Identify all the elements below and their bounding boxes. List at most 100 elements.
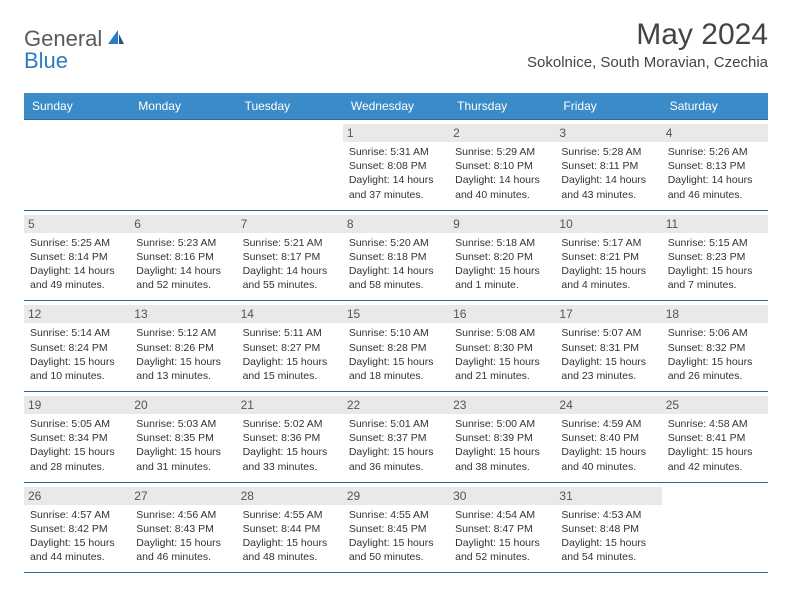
day-number: 8 bbox=[343, 215, 449, 233]
day-number: 20 bbox=[130, 396, 236, 414]
calendar-cell: 8 Sunrise: 5:20 AMSunset: 8:18 PMDaylight… bbox=[343, 210, 449, 301]
calendar-cell: 12 Sunrise: 5:14 AMSunset: 8:24 PMDayligh… bbox=[24, 301, 130, 392]
weekday-friday: Friday bbox=[555, 93, 661, 120]
calendar-cell: 9Sunrise: 5:18 AMSunset: 8:20 PMDaylight… bbox=[449, 210, 555, 301]
day-data: Sunrise: 5:00 AMSunset: 8:39 PMDaylight:… bbox=[455, 417, 549, 474]
day-data: Sunrise: 5:03 AMSunset: 8:35 PMDaylight:… bbox=[136, 417, 230, 474]
calendar-cell: 22 Sunrise: 5:01 AMSunset: 8:37 PMDayligh… bbox=[343, 392, 449, 483]
day-data: Sunrise: 5:08 AMSunset: 8:30 PMDaylight:… bbox=[455, 326, 549, 383]
calendar-row: 5Sunrise: 5:25 AMSunset: 8:14 PMDaylight… bbox=[24, 210, 768, 301]
day-data: Sunrise: 4:53 AMSunset: 8:48 PMDaylight:… bbox=[561, 508, 655, 565]
day-data: Sunrise: 5:17 AMSunset: 8:21 PMDaylight:… bbox=[561, 236, 655, 293]
calendar-cell: 11 Sunrise: 5:15 AMSunset: 8:23 PMDayligh… bbox=[662, 210, 768, 301]
calendar-cell: 30Sunrise: 4:54 AMSunset: 8:47 PMDayligh… bbox=[449, 482, 555, 573]
calendar-cell: 31 Sunrise: 4:53 AMSunset: 8:48 PMDayligh… bbox=[555, 482, 661, 573]
day-number: 18 bbox=[662, 305, 768, 323]
day-number: 19 bbox=[24, 396, 130, 414]
day-data: Sunrise: 4:58 AMSunset: 8:41 PMDaylight:… bbox=[668, 417, 762, 474]
day-number: 24 bbox=[555, 396, 661, 414]
day-number: 27 bbox=[130, 487, 236, 505]
day-number: 11 bbox=[662, 215, 768, 233]
day-number: 12 bbox=[24, 305, 130, 323]
day-data: Sunrise: 5:23 AMSunset: 8:16 PMDaylight:… bbox=[136, 236, 230, 293]
day-data: Sunrise: 5:06 AMSunset: 8:32 PMDaylight:… bbox=[668, 326, 762, 383]
weekday-tuesday: Tuesday bbox=[237, 93, 343, 120]
day-number: 13 bbox=[130, 305, 236, 323]
weekday-saturday: Saturday bbox=[662, 93, 768, 120]
day-data: Sunrise: 4:55 AMSunset: 8:44 PMDaylight:… bbox=[243, 508, 337, 565]
day-number: 15 bbox=[343, 305, 449, 323]
weekday-monday: Monday bbox=[130, 93, 236, 120]
calendar-cell: 26 Sunrise: 4:57 AMSunset: 8:42 PMDayligh… bbox=[24, 482, 130, 573]
calendar-table: Sunday Monday Tuesday Wednesday Thursday… bbox=[24, 93, 768, 573]
day-number: 31 bbox=[555, 487, 661, 505]
calendar-cell: 24 Sunrise: 4:59 AMSunset: 8:40 PMDayligh… bbox=[555, 392, 661, 483]
calendar-cell bbox=[24, 120, 130, 211]
day-number: 25 bbox=[662, 396, 768, 414]
brand-text-blue: Blue bbox=[24, 48, 68, 73]
day-data: Sunrise: 4:55 AMSunset: 8:45 PMDaylight:… bbox=[349, 508, 443, 565]
calendar-cell: 23 Sunrise: 5:00 AMSunset: 8:39 PMDayligh… bbox=[449, 392, 555, 483]
day-number: 6 bbox=[130, 215, 236, 233]
day-data: Sunrise: 5:21 AMSunset: 8:17 PMDaylight:… bbox=[243, 236, 337, 293]
calendar-cell: 2Sunrise: 5:29 AMSunset: 8:10 PMDaylight… bbox=[449, 120, 555, 211]
day-data: Sunrise: 5:15 AMSunset: 8:23 PMDaylight:… bbox=[668, 236, 762, 293]
calendar-cell: 1 Sunrise: 5:31 AMSunset: 8:08 PMDaylight… bbox=[343, 120, 449, 211]
calendar-cell: 28 Sunrise: 4:55 AMSunset: 8:44 PMDayligh… bbox=[237, 482, 343, 573]
day-number: 17 bbox=[555, 305, 661, 323]
title-block: May 2024 Sokolnice, South Moravian, Czec… bbox=[527, 18, 768, 71]
day-data: Sunrise: 5:31 AMSunset: 8:08 PMDaylight:… bbox=[349, 145, 443, 202]
calendar-cell: 6 Sunrise: 5:23 AMSunset: 8:16 PMDaylight… bbox=[130, 210, 236, 301]
day-data: Sunrise: 5:26 AMSunset: 8:13 PMDaylight:… bbox=[668, 145, 762, 202]
weekday-wednesday: Wednesday bbox=[343, 93, 449, 120]
calendar-body: 1 Sunrise: 5:31 AMSunset: 8:08 PMDaylight… bbox=[24, 120, 768, 573]
calendar-page: General May 2024 Sokolnice, South Moravi… bbox=[0, 0, 792, 591]
day-number: 22 bbox=[343, 396, 449, 414]
location-text: Sokolnice, South Moravian, Czechia bbox=[527, 54, 768, 71]
calendar-cell bbox=[130, 120, 236, 211]
day-number: 28 bbox=[237, 487, 343, 505]
day-data: Sunrise: 5:01 AMSunset: 8:37 PMDaylight:… bbox=[349, 417, 443, 474]
day-number: 4 bbox=[662, 124, 768, 142]
brand-sail-icon bbox=[106, 28, 126, 51]
day-number: 29 bbox=[343, 487, 449, 505]
brand-text-blue-wrap: Blue bbox=[24, 48, 68, 74]
day-number: 9 bbox=[449, 215, 555, 233]
day-number: 7 bbox=[237, 215, 343, 233]
calendar-cell: 10Sunrise: 5:17 AMSunset: 8:21 PMDayligh… bbox=[555, 210, 661, 301]
calendar-cell: 14Sunrise: 5:11 AMSunset: 8:27 PMDayligh… bbox=[237, 301, 343, 392]
calendar-cell: 16Sunrise: 5:08 AMSunset: 8:30 PMDayligh… bbox=[449, 301, 555, 392]
calendar-cell: 7 Sunrise: 5:21 AMSunset: 8:17 PMDaylight… bbox=[237, 210, 343, 301]
day-data: Sunrise: 4:54 AMSunset: 8:47 PMDaylight:… bbox=[455, 508, 549, 565]
day-data: Sunrise: 5:20 AMSunset: 8:18 PMDaylight:… bbox=[349, 236, 443, 293]
calendar-cell: 25 Sunrise: 4:58 AMSunset: 8:41 PMDayligh… bbox=[662, 392, 768, 483]
calendar-cell: 18 Sunrise: 5:06 AMSunset: 8:32 PMDayligh… bbox=[662, 301, 768, 392]
calendar-row: 19 Sunrise: 5:05 AMSunset: 8:34 PMDayligh… bbox=[24, 392, 768, 483]
day-data: Sunrise: 5:10 AMSunset: 8:28 PMDaylight:… bbox=[349, 326, 443, 383]
month-title: May 2024 bbox=[527, 18, 768, 52]
day-number: 23 bbox=[449, 396, 555, 414]
day-data: Sunrise: 5:07 AMSunset: 8:31 PMDaylight:… bbox=[561, 326, 655, 383]
calendar-row: 26 Sunrise: 4:57 AMSunset: 8:42 PMDayligh… bbox=[24, 482, 768, 573]
calendar-cell bbox=[662, 482, 768, 573]
day-data: Sunrise: 4:57 AMSunset: 8:42 PMDaylight:… bbox=[30, 508, 124, 565]
day-data: Sunrise: 4:59 AMSunset: 8:40 PMDaylight:… bbox=[561, 417, 655, 474]
calendar-cell: 3 Sunrise: 5:28 AMSunset: 8:11 PMDaylight… bbox=[555, 120, 661, 211]
day-data: Sunrise: 5:28 AMSunset: 8:11 PMDaylight:… bbox=[561, 145, 655, 202]
day-number: 1 bbox=[343, 124, 449, 142]
weekday-header-row: Sunday Monday Tuesday Wednesday Thursday… bbox=[24, 93, 768, 120]
calendar-cell: 15 Sunrise: 5:10 AMSunset: 8:28 PMDayligh… bbox=[343, 301, 449, 392]
weekday-thursday: Thursday bbox=[449, 93, 555, 120]
day-data: Sunrise: 5:05 AMSunset: 8:34 PMDaylight:… bbox=[30, 417, 124, 474]
day-number: 26 bbox=[24, 487, 130, 505]
day-number: 3 bbox=[555, 124, 661, 142]
day-number: 2 bbox=[449, 124, 555, 142]
day-number: 14 bbox=[237, 305, 343, 323]
weekday-sunday: Sunday bbox=[24, 93, 130, 120]
day-data: Sunrise: 5:12 AMSunset: 8:26 PMDaylight:… bbox=[136, 326, 230, 383]
calendar-row: 12 Sunrise: 5:14 AMSunset: 8:24 PMDayligh… bbox=[24, 301, 768, 392]
day-data: Sunrise: 5:14 AMSunset: 8:24 PMDaylight:… bbox=[30, 326, 124, 383]
calendar-cell: 21Sunrise: 5:02 AMSunset: 8:36 PMDayligh… bbox=[237, 392, 343, 483]
calendar-cell: 20 Sunrise: 5:03 AMSunset: 8:35 PMDayligh… bbox=[130, 392, 236, 483]
calendar-cell: 4 Sunrise: 5:26 AMSunset: 8:13 PMDaylight… bbox=[662, 120, 768, 211]
